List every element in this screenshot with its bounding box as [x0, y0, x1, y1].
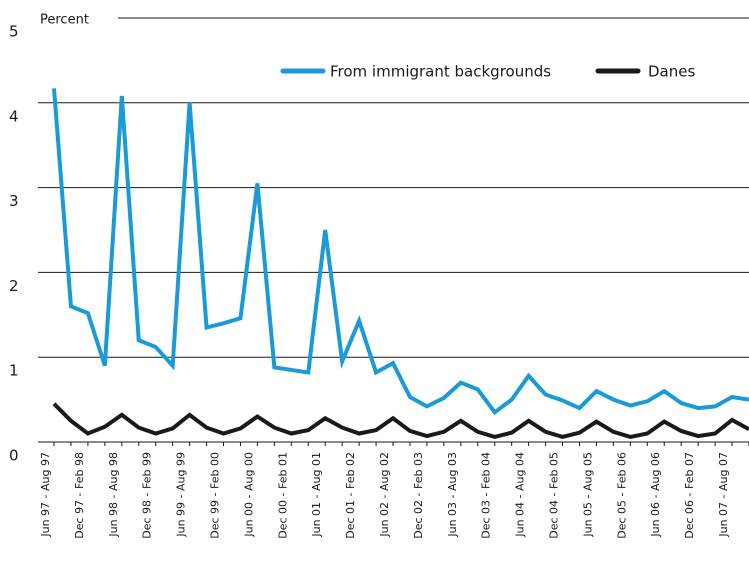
x-tick-label: Jun 99 - Aug 99 — [175, 452, 188, 538]
x-tick-label: Jun 02 - Aug 02 — [378, 452, 391, 538]
y-axis-label: Percent — [40, 13, 89, 28]
y-tick-label: 3 — [9, 192, 19, 210]
x-tick-label: Dec 98 - Feb 99 — [141, 452, 154, 539]
x-tick-label: Jun 06 - Aug 06 — [649, 452, 662, 538]
x-tick-label: Jun 07 - Aug 07 — [717, 452, 730, 538]
x-tick-label: Dec 00 - Feb 01 — [276, 452, 289, 539]
x-tick-label: Dec 05 - Feb 06 — [615, 452, 628, 539]
y-tick-label: 0 — [9, 447, 19, 465]
x-tick-label: Dec 01 - Feb 02 — [344, 452, 357, 539]
y-tick-label: 1 — [9, 362, 19, 380]
x-tick-label: Dec 06 - Feb 07 — [683, 452, 696, 539]
x-tick-label: Jun 03 - Aug 03 — [446, 452, 459, 538]
legend-label: Danes — [648, 63, 695, 81]
x-tick-label: Dec 02 - Feb 03 — [412, 452, 425, 539]
x-tick-label: Dec 99 - Feb 00 — [209, 452, 222, 539]
x-tick-label: Jun 05 - Aug 05 — [581, 452, 594, 538]
y-tick-label: 2 — [9, 277, 19, 295]
legend-label: From immigrant backgrounds — [330, 63, 551, 81]
x-tick-label: Jun 98 - Aug 98 — [107, 452, 120, 538]
x-tick-label: Dec 04 - Feb 05 — [548, 452, 561, 539]
y-tick-label: 5 — [9, 23, 19, 41]
series-line — [52, 88, 749, 416]
y-tick-label: 4 — [9, 107, 19, 125]
series-line — [52, 402, 749, 439]
x-tick-label: Jun 04 - Aug 04 — [514, 452, 527, 538]
x-tick-label: Jun 97 - Aug 97 — [39, 452, 52, 538]
x-tick-label: Jun 01 - Aug 01 — [310, 452, 323, 538]
x-tick-label: Dec 97 - Feb 98 — [73, 452, 86, 539]
x-tick-label: Dec 03 - Feb 04 — [480, 452, 493, 539]
x-tick-label: Jun 00 - Aug 00 — [242, 452, 255, 538]
